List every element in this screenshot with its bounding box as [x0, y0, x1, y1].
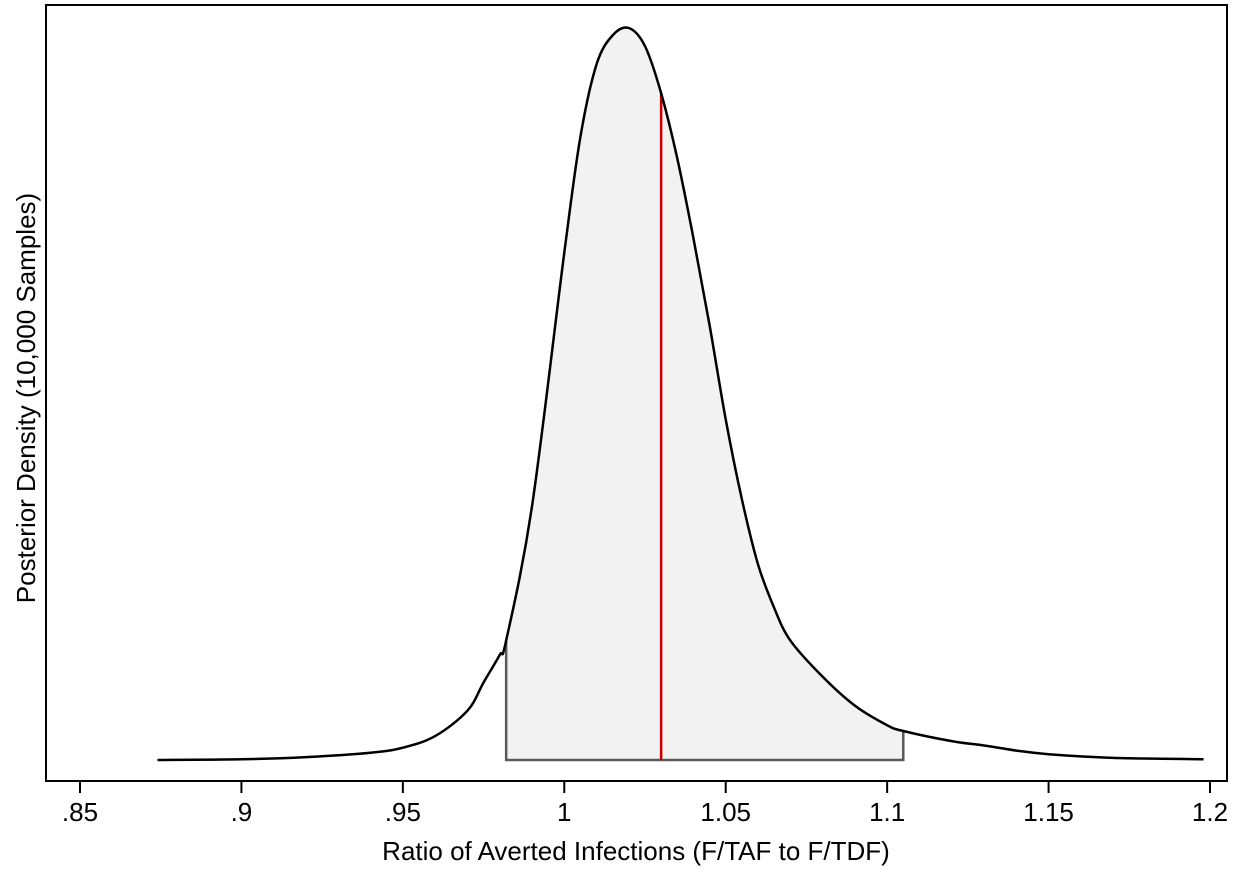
x-axis-title: Ratio of Averted Infections (F/TAF to F/… [382, 836, 890, 866]
x-tick-label: .9 [231, 797, 253, 827]
x-tick-label: 1.1 [869, 797, 905, 827]
x-tick-label: 1.2 [1192, 797, 1228, 827]
credible-interval-bounds [504, 640, 905, 762]
plot-layer [157, 26, 1204, 762]
density-curve [157, 26, 1204, 762]
y-axis-title: Posterior Density (10,000 Samples) [11, 193, 41, 603]
credible-interval-area [506, 27, 904, 761]
x-axis: .85 .9 .95 1 1.05 1.1 1.15 1.2 [62, 781, 1228, 827]
x-tick-label: .85 [62, 797, 98, 827]
x-tick-label: .95 [385, 797, 421, 827]
plot-frame [45, 4, 1228, 782]
x-tick-label: 1.05 [700, 797, 751, 827]
x-tick-label: 1 [557, 797, 571, 827]
x-tick-label: 1.15 [1023, 797, 1074, 827]
